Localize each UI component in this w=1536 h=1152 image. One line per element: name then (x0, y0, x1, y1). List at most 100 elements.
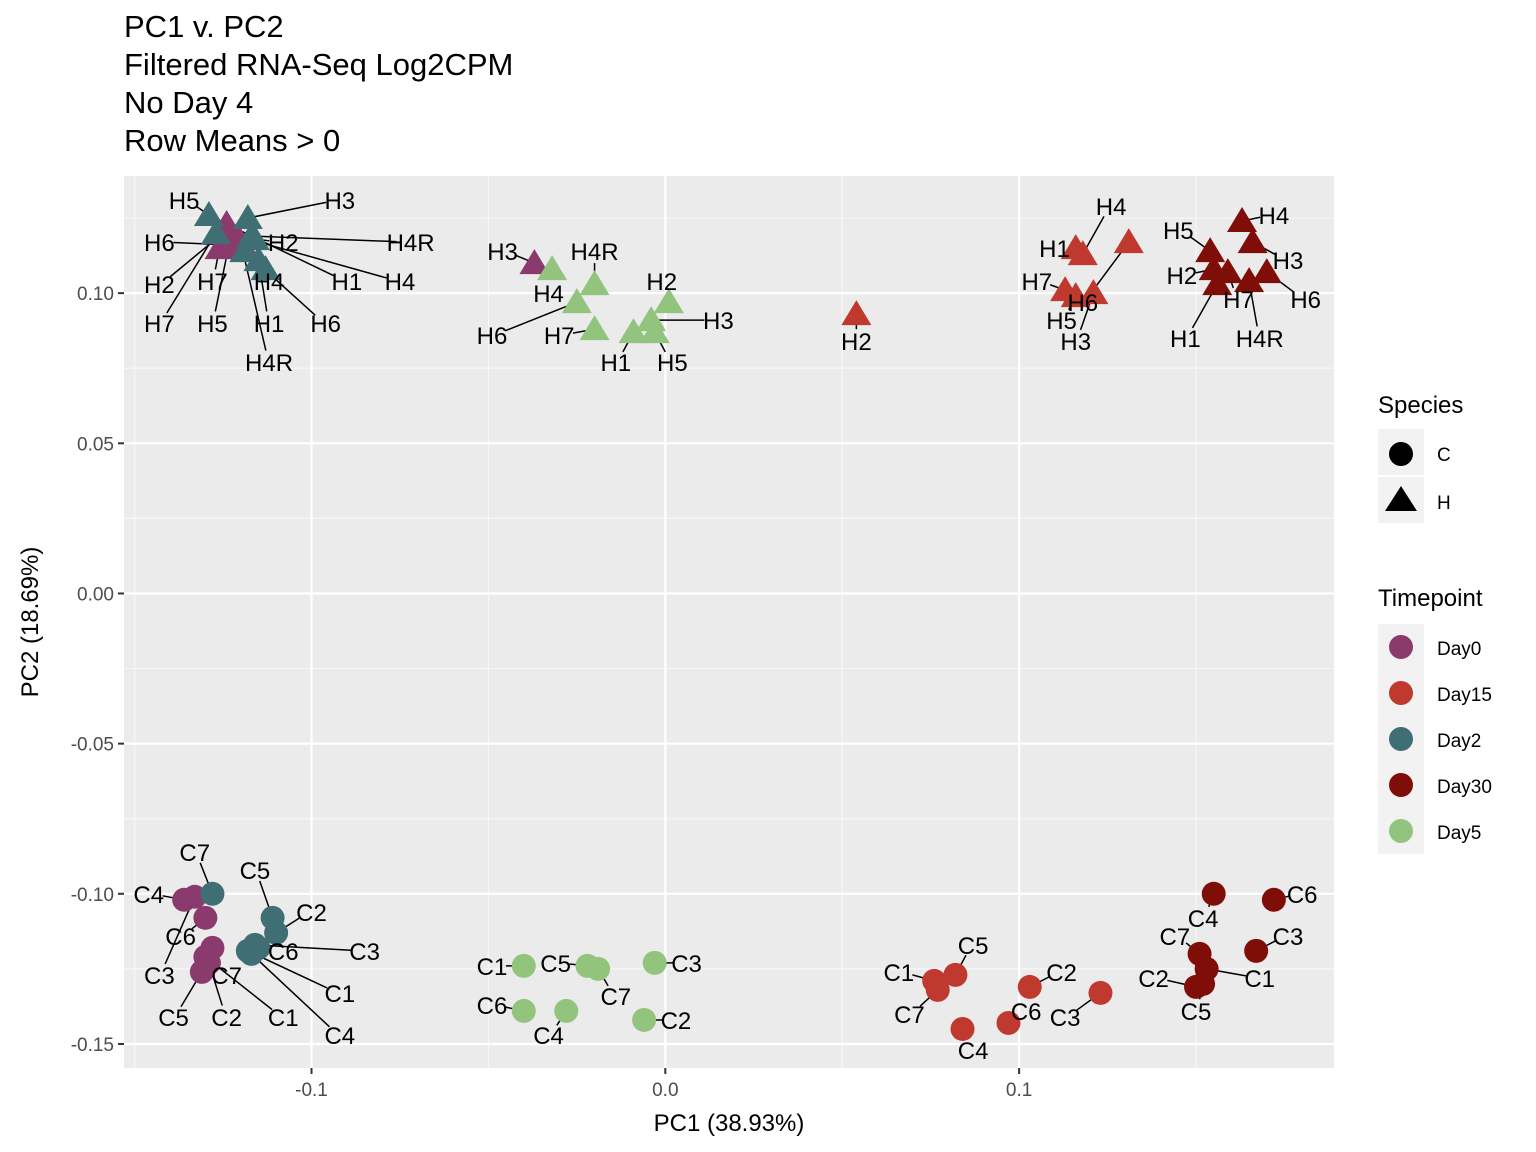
x-tick-label: 0.1 (1006, 1080, 1032, 1101)
point-label-day2-h7: H7 (144, 311, 175, 338)
point-day2-h6 (229, 237, 260, 263)
leader-line (254, 944, 351, 951)
point-day2-h7 (200, 219, 231, 245)
point-label-day15-c5: C5 (958, 933, 989, 960)
leader-line (251, 235, 397, 243)
point-label-day15-h5: H5 (1046, 308, 1077, 335)
point-label-day15-c6: C6 (1011, 999, 1042, 1026)
point-day30-c4 (1201, 881, 1226, 906)
point-label-day15-c2: C2 (1046, 960, 1077, 987)
legend-key-day5 (1389, 819, 1413, 843)
title-line-3: No Day 4 (124, 85, 253, 120)
x-tick-label: 0.0 (652, 1080, 678, 1101)
point-label-day15-h2: H2 (841, 329, 872, 356)
point-day2-c4 (239, 941, 264, 966)
point-day5-h1 (618, 318, 649, 344)
point-day15-c7 (925, 977, 950, 1002)
leader-line (226, 223, 335, 277)
x-axis-title: PC1 (38.93%) (654, 1110, 805, 1137)
point-label-day0-c7: C7 (211, 963, 242, 990)
point-label-day2-c6: C6 (268, 939, 299, 966)
point-day30-c3 (1244, 938, 1269, 963)
legend-timepoint-entries: Day0 Day15 Day2 Day30 Day5 (1389, 635, 1492, 844)
point-label-day30-h5: H5 (1163, 218, 1194, 245)
point-label-day0-h4r: H4R (245, 350, 293, 377)
point-day30-h4 (1227, 207, 1258, 233)
legend-label-day5: Day5 (1437, 823, 1481, 844)
legend-key-day15 (1389, 681, 1413, 705)
point-label-day2-h5: H5 (169, 188, 200, 215)
point-label-day30-h6: H6 (1290, 287, 1321, 314)
legend-label-day30: Day30 (1437, 777, 1492, 798)
point-label-day15-c3: C3 (1050, 1005, 1081, 1032)
point-label-day0-c5: C5 (158, 1005, 189, 1032)
y-tick-label: 0.10 (77, 284, 114, 305)
leader-line (166, 232, 217, 314)
plot-panel-background (124, 176, 1334, 1068)
x-tick-label: -0.1 (295, 1080, 328, 1101)
point-label-day2-c4: C4 (324, 1023, 355, 1050)
point-label-day0-h7: H7 (197, 269, 228, 296)
point-label-day0-h4: H4 (385, 269, 416, 296)
point-day0-c3 (182, 884, 207, 909)
point-day15-h3 (1078, 279, 1109, 305)
point-label-day5-h1: H1 (600, 350, 631, 377)
point-day15-c4 (950, 1016, 975, 1041)
y-tick-label: 0.00 (77, 584, 114, 605)
y-tick-label: -0.10 (71, 885, 114, 906)
point-label-day5-h5: H5 (657, 350, 688, 377)
point-label-day15-h4: H4 (1096, 194, 1127, 221)
legend-label-c: C (1437, 445, 1451, 466)
point-label-day0-h1: H1 (332, 269, 363, 296)
point-label-day2-c3: C3 (349, 939, 380, 966)
point-day0-h3 (519, 249, 550, 275)
title-line-1: PC1 v. PC2 (124, 9, 284, 44)
point-label-day0-h3: H3 (487, 239, 518, 266)
point-day15-c5 (943, 962, 968, 987)
point-label-day5-h6: H6 (477, 323, 508, 350)
point-label-day2-h2: H2 (268, 230, 299, 257)
point-day5-h2 (653, 288, 684, 314)
x-axis-ticks: -0.1 0.0 0.1 (295, 1068, 1032, 1101)
point-label-day0-h5: H5 (197, 311, 228, 338)
legend-label-day0: Day0 (1437, 639, 1481, 660)
y-tick-label: -0.15 (71, 1035, 114, 1056)
point-label-day0-c1: C1 (268, 1005, 299, 1032)
point-day5-c2 (632, 1007, 657, 1032)
point-label-day5-h4: H4 (533, 281, 564, 308)
point-label-day30-h1: H1 (1170, 326, 1201, 353)
point-label-day30-h7: H7 (1223, 287, 1254, 314)
point-day30-h3 (1237, 228, 1268, 254)
point-day5-h4 (537, 255, 568, 281)
point-label-day2-c5: C5 (240, 858, 271, 885)
point-label-day0-c2: C2 (211, 1005, 242, 1032)
point-day5-c6 (511, 998, 536, 1023)
legend-key-day2 (1389, 727, 1413, 751)
point-day5-h4r (579, 270, 610, 296)
legend-label-day15: Day15 (1437, 685, 1492, 706)
point-label-day30-h4: H4 (1259, 203, 1290, 230)
point-label-day15-c7: C7 (894, 1002, 925, 1029)
point-label-day5-c3: C3 (671, 951, 702, 978)
point-label-day15-h6: H6 (1067, 290, 1098, 317)
point-day2-c7 (200, 881, 225, 906)
title-line-4: Row Means > 0 (124, 123, 340, 158)
point-day30-h1 (1202, 270, 1233, 296)
grid-major (124, 176, 1334, 1068)
point-day0-c1 (193, 944, 218, 969)
point-label-day30-h4r: H4R (1236, 326, 1284, 353)
y-tick-label: 0.05 (77, 434, 114, 455)
point-label-day5-h7: H7 (544, 323, 575, 350)
point-label-day15-c4: C4 (958, 1038, 989, 1065)
legend-timepoint-title: Timepoint (1378, 585, 1483, 612)
chart-title: PC1 v. PC2 Filtered RNA-Seq Log2CPM No D… (124, 9, 513, 158)
point-label-day30-c7: C7 (1159, 924, 1190, 951)
point-day30-c6 (1261, 887, 1286, 912)
point-label-day0-c4: C4 (133, 882, 164, 909)
point-day5-c1 (511, 953, 536, 978)
y-tick-label: -0.05 (71, 735, 114, 756)
legend-key-day0 (1389, 635, 1413, 659)
point-day5-c7 (586, 956, 611, 981)
point-day5-h5 (639, 318, 670, 344)
